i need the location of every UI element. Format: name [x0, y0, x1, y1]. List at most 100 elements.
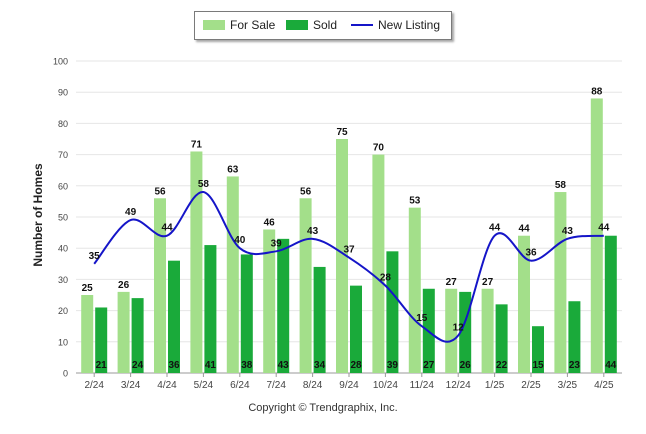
bar-sold	[95, 307, 108, 373]
bar-for-sale	[445, 288, 458, 373]
bar-sold	[532, 326, 544, 373]
bar-for-sale	[408, 207, 421, 373]
data-label-sold: 39	[387, 360, 399, 371]
y-tick-label: 70	[58, 150, 68, 160]
y-tick-label: 60	[58, 181, 68, 191]
data-label-new-listing: 44	[161, 223, 173, 234]
data-label-sold: 43	[278, 360, 290, 371]
data-label-sold: 34	[314, 360, 326, 371]
y-tick-label: 50	[58, 213, 68, 223]
bar-sold	[568, 301, 581, 373]
bar-for-sale	[299, 198, 312, 373]
data-label-for-sale: 44	[518, 224, 530, 235]
legend-item-for-sale[interactable]: For Sale	[203, 18, 275, 32]
bar-sold	[313, 266, 326, 373]
legend: For Sale Sold New Listing	[194, 11, 452, 40]
data-label-for-sale: 25	[82, 283, 94, 294]
data-label-new-listing: 35	[89, 251, 101, 262]
bar-for-sale	[481, 288, 494, 373]
bar-sold	[168, 260, 180, 373]
x-tick-label: 3/25	[558, 380, 578, 391]
x-tick-label: 5/24	[194, 380, 214, 391]
data-label-new-listing: 44	[489, 223, 501, 234]
x-tick-label: 1/25	[485, 380, 505, 391]
data-label-sold: 44	[605, 360, 617, 371]
bar-sold	[204, 245, 217, 373]
data-label-new-listing: 39	[271, 238, 283, 249]
line-new-listing	[93, 191, 604, 343]
bar-for-sale	[336, 139, 348, 373]
data-label-new-listing: 12	[453, 323, 465, 334]
data-label-sold: 15	[532, 360, 544, 371]
x-tick-label: 9/24	[339, 380, 359, 391]
data-label-new-listing: 28	[380, 273, 392, 284]
copyright-text: Copyright © Trendgraphix, Inc.	[248, 402, 398, 414]
bar-for-sale	[226, 176, 239, 373]
y-tick-label: 0	[63, 369, 68, 379]
bar-sold	[604, 235, 617, 373]
bar-sold	[240, 254, 253, 373]
legend-swatch-for-sale	[203, 20, 225, 30]
x-tick-label: 6/24	[230, 380, 250, 391]
bar-for-sale	[372, 154, 385, 373]
data-label-new-listing: 49	[125, 207, 137, 218]
x-tick-label: 7/24	[266, 380, 286, 391]
bar-for-sale	[263, 229, 276, 373]
x-tick-label: 10/24	[373, 380, 398, 391]
data-label-new-listing: 43	[562, 226, 574, 237]
x-tick-label: 4/25	[594, 380, 614, 391]
bar-sold	[350, 285, 362, 373]
y-tick-label: 80	[58, 119, 68, 129]
x-tick-label: 4/24	[157, 380, 177, 391]
bar-for-sale	[190, 151, 203, 373]
bar-sold	[386, 251, 399, 373]
legend-label-for-sale: For Sale	[230, 18, 276, 32]
data-label-new-listing: 43	[307, 226, 319, 237]
data-label-sold: 24	[132, 360, 144, 371]
y-tick-label: 10	[58, 337, 68, 347]
y-tick-label: 100	[53, 57, 68, 67]
x-tick-label: 2/24	[84, 380, 104, 391]
data-label-new-listing: 44	[598, 223, 610, 234]
data-label-sold: 27	[423, 360, 435, 371]
data-label-for-sale: 27	[482, 277, 494, 288]
data-label-sold: 36	[168, 360, 180, 371]
x-tick-label: 11/24	[410, 380, 435, 391]
data-label-new-listing: 40	[234, 235, 246, 246]
data-label-for-sale: 58	[555, 180, 567, 191]
data-label-for-sale: 53	[409, 196, 421, 207]
data-label-for-sale: 71	[191, 139, 203, 150]
y-tick-label: 90	[58, 88, 68, 98]
bar-sold	[131, 298, 144, 373]
bar-sold	[277, 238, 290, 373]
legend-label-sold: Sold	[313, 18, 338, 32]
data-label-sold: 21	[96, 360, 108, 371]
x-tick-label: 2/25	[521, 380, 541, 391]
data-label-for-sale: 63	[227, 164, 239, 175]
legend-item-new-listing[interactable]: New Listing	[351, 18, 440, 32]
legend-swatch-sold	[286, 20, 308, 30]
y-axis-title: Number of Homes	[31, 163, 45, 267]
data-label-for-sale: 46	[264, 217, 276, 228]
bar-for-sale	[518, 235, 530, 373]
legend-line-new-listing	[351, 24, 373, 26]
data-label-for-sale: 27	[446, 277, 458, 288]
data-label-new-listing: 58	[198, 179, 210, 190]
data-label-sold: 26	[460, 360, 472, 371]
data-label-sold: 23	[569, 360, 581, 371]
legend-label-new-listing: New Listing	[378, 18, 441, 32]
data-label-for-sale: 88	[591, 86, 603, 97]
data-label-sold: 22	[496, 360, 508, 371]
data-label-new-listing: 37	[343, 245, 355, 256]
data-label-sold: 28	[350, 360, 362, 371]
data-label-new-listing: 36	[525, 248, 537, 259]
x-tick-label: 3/24	[121, 380, 141, 391]
data-label-for-sale: 75	[336, 127, 348, 138]
legend-item-sold[interactable]: Sold	[286, 18, 337, 32]
x-tick-label: 12/24	[446, 380, 471, 391]
data-label-for-sale: 56	[154, 186, 166, 197]
data-label-new-listing: 15	[416, 313, 428, 324]
bar-for-sale	[554, 192, 567, 373]
bar-for-sale	[81, 295, 94, 373]
